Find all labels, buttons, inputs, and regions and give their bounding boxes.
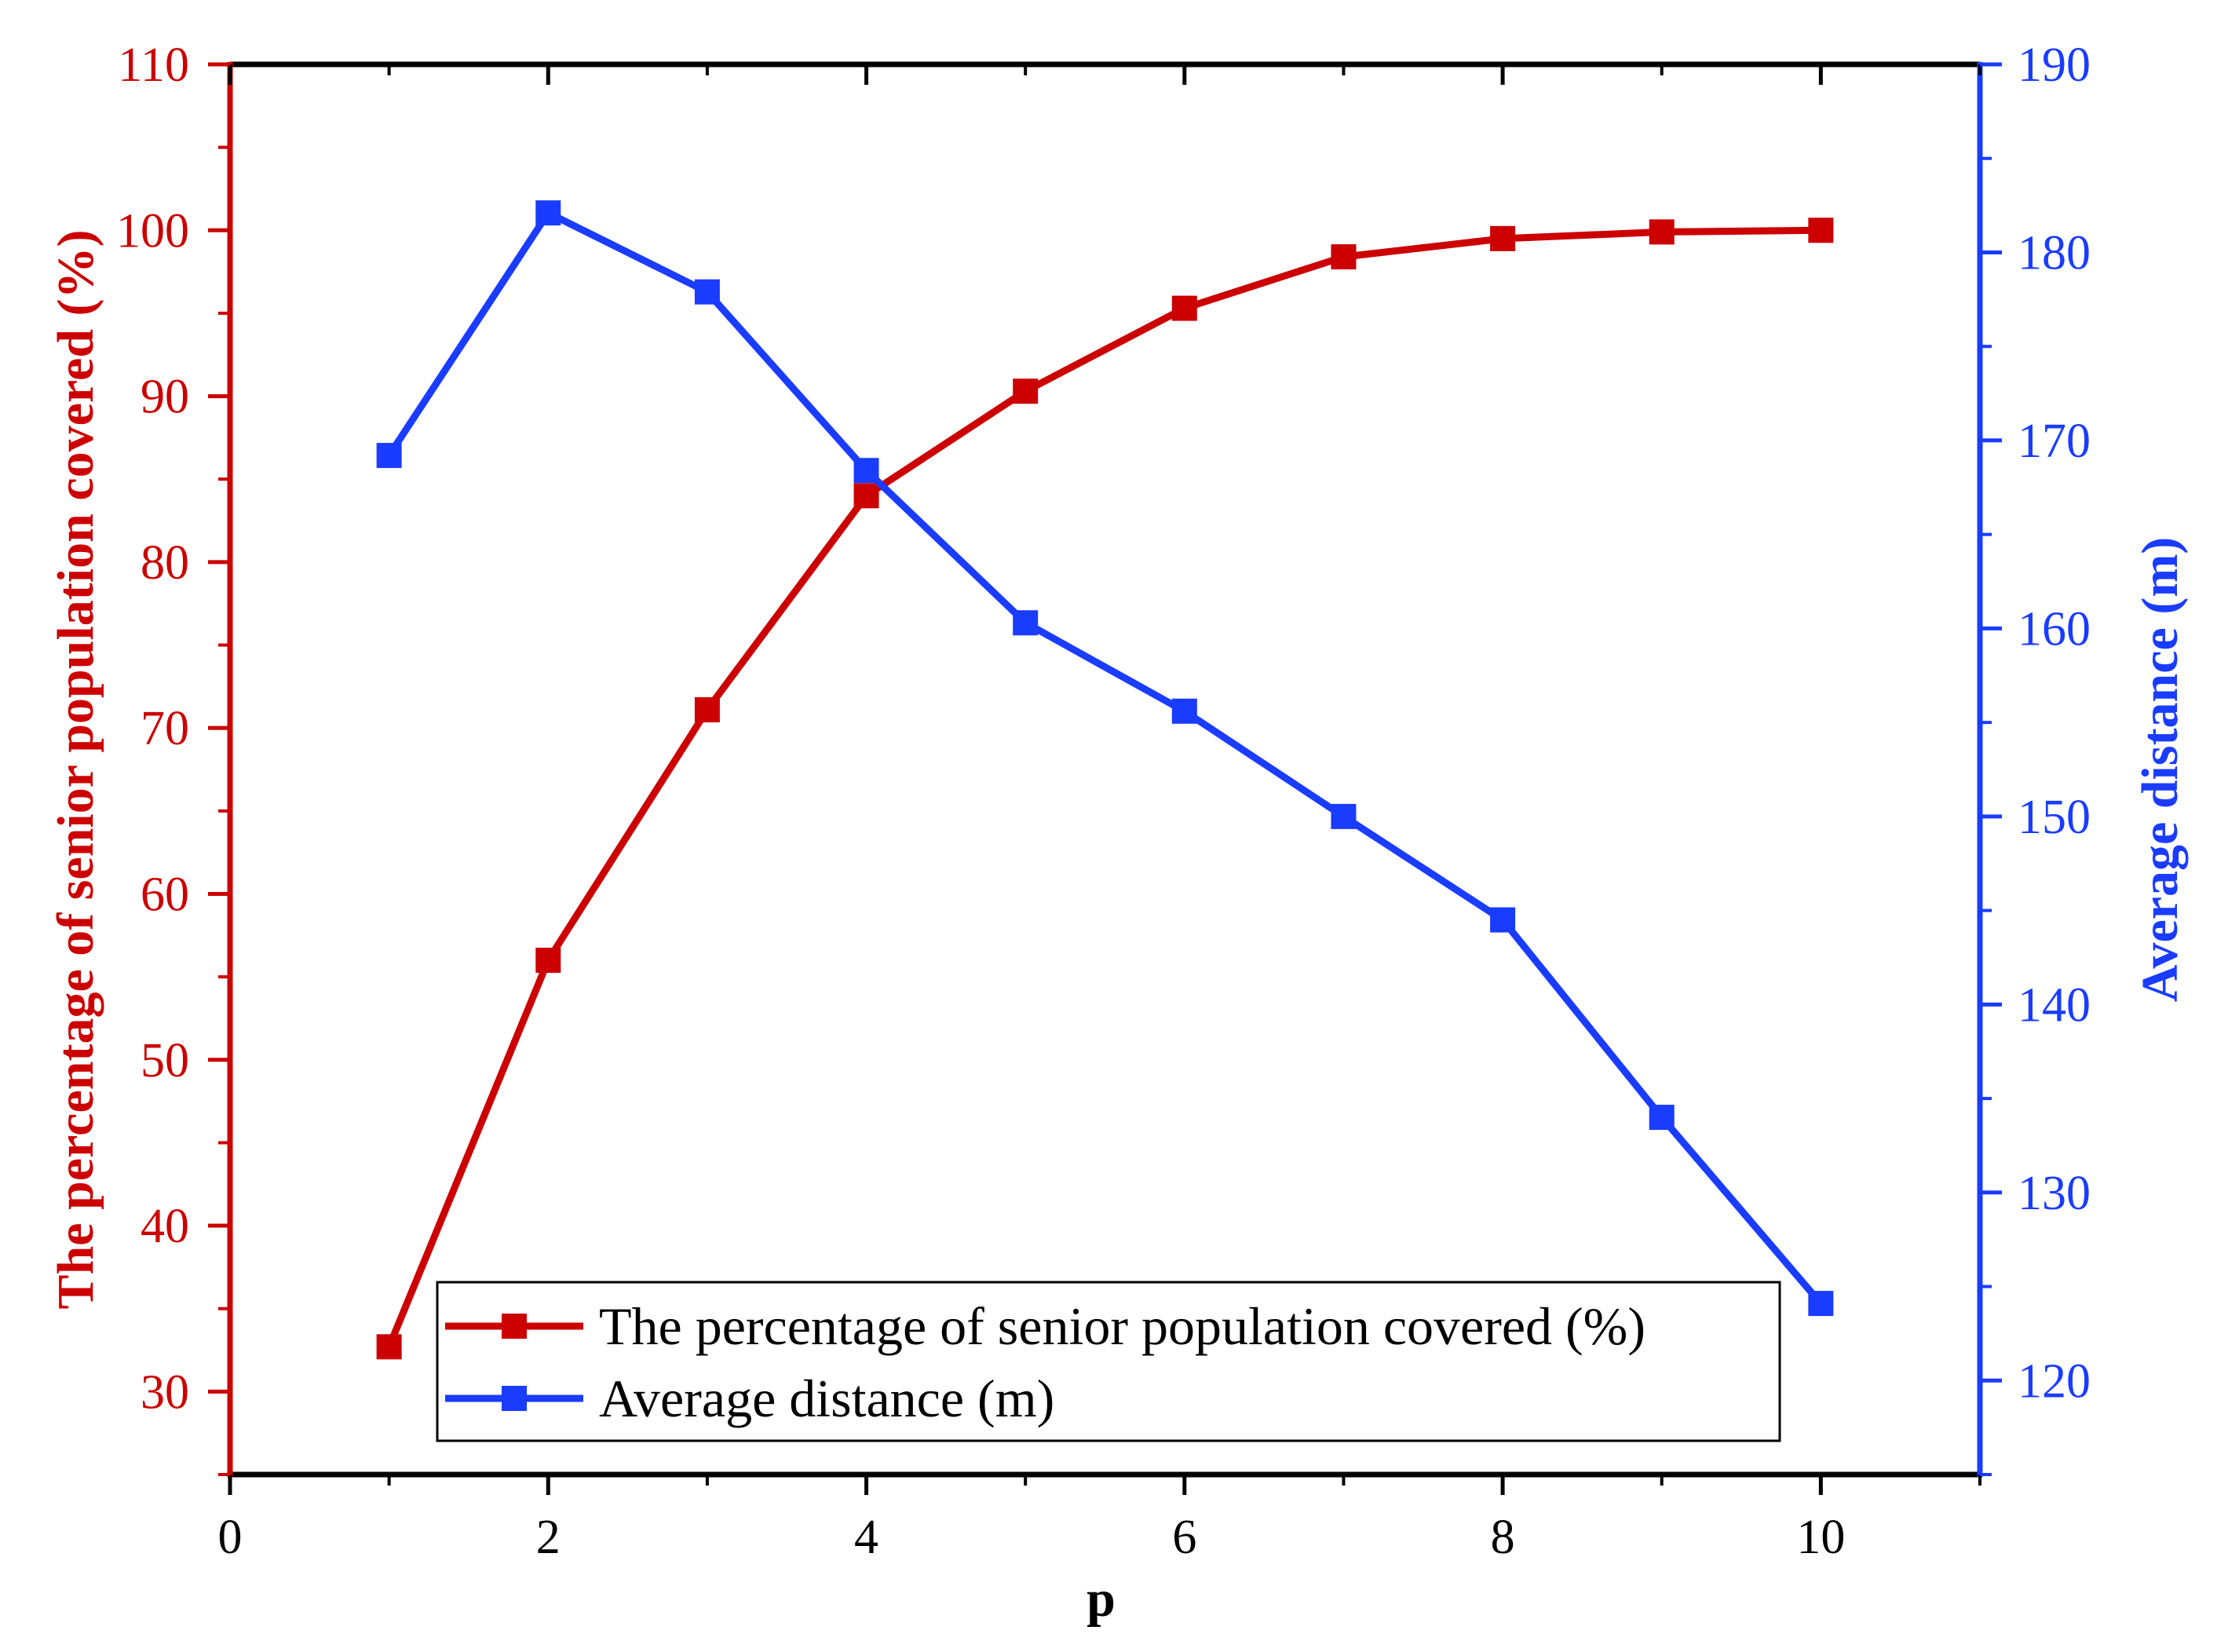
data-point (376, 443, 402, 469)
right-tick-label: 120 (2018, 1354, 2091, 1408)
data-point (853, 483, 879, 509)
data-point (1013, 378, 1039, 404)
plot-frame (227, 61, 1983, 1478)
data-point (376, 1334, 402, 1360)
legend-label: Average distance (m) (599, 1369, 1054, 1428)
x-tick-label: 0 (218, 1511, 243, 1564)
right-tick-label: 160 (2018, 602, 2091, 656)
x-tick-label: 10 (1796, 1511, 1845, 1564)
data-point (1490, 907, 1516, 933)
right-y-axis: 120 130 140 150 160 170 180 190 Average distance… (1980, 38, 2189, 1476)
series-2 (376, 200, 1834, 1317)
data-point (694, 696, 720, 722)
right-tick-label: 150 (2018, 791, 2091, 844)
legend-swatch-marker (502, 1386, 527, 1411)
x-tick-label: 4 (854, 1511, 878, 1564)
left-tick-label: 60 (141, 868, 189, 921)
left-tick-label: 110 (118, 38, 189, 92)
x-axis-title: p (1087, 1570, 1116, 1628)
data-point (535, 947, 561, 973)
legend: The percentage of senior population cove… (436, 1281, 1781, 1442)
x-tick-label: 8 (1491, 1511, 1515, 1564)
x-tick-label: 6 (1172, 1511, 1196, 1564)
series-1 (376, 217, 1834, 1360)
series-line (385, 226, 1821, 1349)
right-tick-label: 180 (2018, 226, 2091, 280)
right-tick-label: 130 (2018, 1167, 2091, 1220)
data-point (1649, 219, 1675, 245)
data-point (1171, 295, 1197, 321)
right-tick-label: 170 (2018, 415, 2091, 468)
data-point (1649, 1105, 1675, 1131)
data-point (1808, 217, 1834, 243)
data-point (1331, 244, 1357, 270)
data-point (535, 200, 561, 226)
left-tick-label: 90 (141, 371, 189, 424)
data-point (1171, 698, 1197, 724)
left-tick-label: 50 (141, 1034, 189, 1087)
legend-swatch-marker (502, 1314, 527, 1339)
legend-box (436, 1281, 1781, 1442)
data-point (853, 458, 879, 484)
right-tick-label: 190 (2018, 38, 2091, 92)
data-point (1490, 225, 1516, 251)
left-tick-label: 80 (141, 536, 189, 590)
left-tick-label: 40 (141, 1200, 189, 1253)
data-point (1808, 1291, 1834, 1317)
x-tick-label: 2 (536, 1511, 561, 1564)
legend-label: The percentage of senior population cove… (599, 1296, 1645, 1356)
right-tick-label: 140 (2018, 978, 2091, 1032)
left-tick-label: 70 (141, 702, 189, 755)
data-point (1013, 610, 1039, 636)
left-tick-label: 30 (141, 1365, 189, 1419)
data-point (1331, 803, 1357, 829)
x-axis: 0 2 4 6 8 10 p (218, 64, 1981, 1628)
left-tick-label: 100 (116, 204, 189, 258)
right-axis-title: Average distance (m) (2131, 537, 2189, 1003)
left-y-axis: 30 40 50 60 70 80 90 100 110 The percentage of se… (47, 38, 230, 1476)
left-axis-title: The percentage of senior population cove… (47, 230, 104, 1310)
series-line (385, 209, 1824, 1307)
series-layer (376, 200, 1834, 1360)
data-point (694, 279, 720, 305)
